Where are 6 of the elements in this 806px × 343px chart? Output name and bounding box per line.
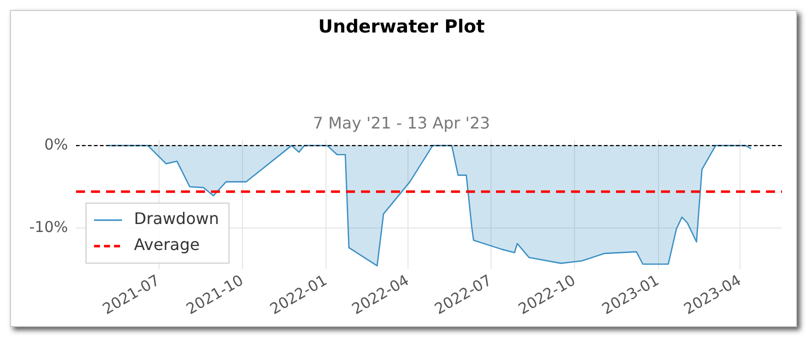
- legend-label: Average: [134, 235, 200, 254]
- y-tick-label: -10%: [29, 218, 68, 236]
- chart-title: Underwater Plot: [318, 16, 486, 38]
- y-tick-label: 0%: [44, 135, 68, 154]
- chart-subtitle: 7 May '21 - 13 Apr '23: [312, 113, 490, 132]
- legend-label: Drawdown: [134, 209, 219, 228]
